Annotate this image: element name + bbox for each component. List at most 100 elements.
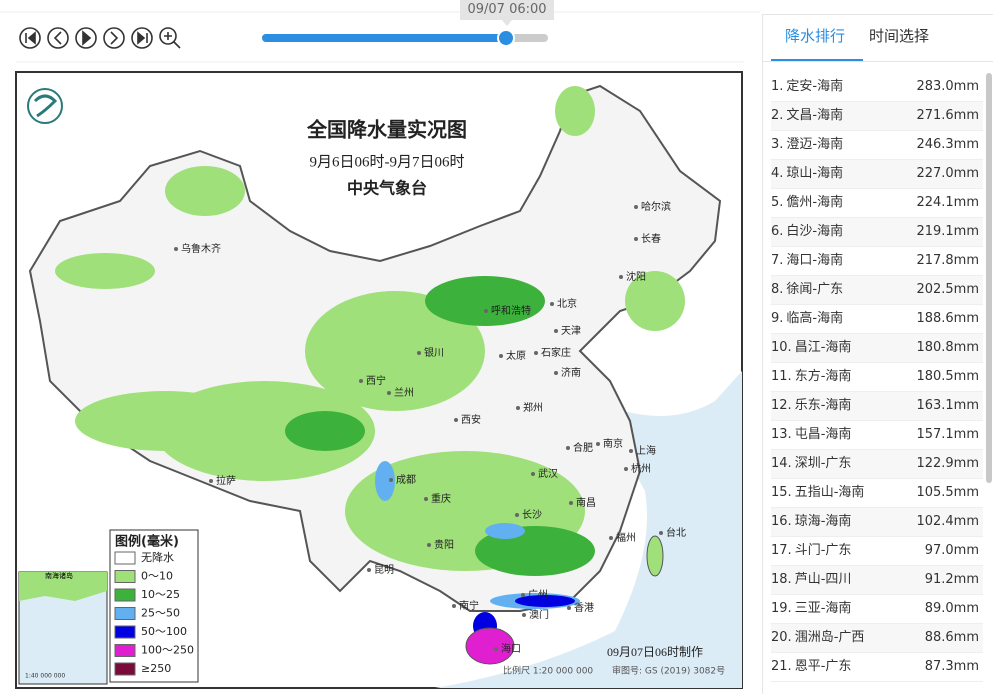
city-dot	[522, 613, 526, 617]
city-label: 西宁	[366, 374, 386, 387]
city-label: 长春	[641, 233, 661, 245]
amount: 88.6mm	[924, 630, 979, 645]
ranking-row[interactable]: 19. 三亚-海南 89.0mm	[771, 595, 983, 624]
ranking-row[interactable]: 8. 徐闻-广东 202.5mm	[771, 276, 983, 305]
city-label: 西安	[461, 413, 481, 426]
city-dot	[629, 449, 633, 453]
ranking-row[interactable]: 17. 斗门-广东 97.0mm	[771, 537, 983, 566]
zoom-button[interactable]	[159, 27, 181, 49]
city-label: 重庆	[431, 492, 451, 505]
map-title: 全国降水量实况图	[306, 118, 467, 142]
station: 深圳-广东	[794, 456, 852, 471]
ranking-row[interactable]: 16. 琼海-海南 102.4mm	[771, 508, 983, 537]
map-period: 9月6日06时-9月7日06时	[310, 153, 465, 170]
rank: 3.	[771, 137, 784, 152]
ranking-row[interactable]: 21. 恩平-广东 87.3mm	[771, 653, 983, 682]
city-dot	[454, 418, 458, 422]
city-label: 兰州	[394, 386, 414, 399]
amount: 97.0mm	[924, 543, 979, 558]
ranking-row[interactable]: 11. 东方-海南 180.5mm	[771, 363, 983, 392]
legend-swatch	[114, 662, 136, 676]
ranking-row[interactable]: 14. 深圳-广东 122.9mm	[771, 450, 983, 479]
station: 琼山-海南	[786, 166, 844, 181]
rank: 7.	[771, 253, 784, 268]
amount: 163.1mm	[916, 398, 979, 413]
ranking-row[interactable]: 7. 海口-海南 217.8mm	[771, 247, 983, 276]
divider	[763, 61, 993, 62]
station: 五指山-海南	[794, 485, 865, 500]
city-dot	[427, 543, 431, 547]
ranking-row[interactable]: 5. 儋州-海南 224.1mm	[771, 189, 983, 218]
city-dot	[387, 391, 391, 395]
city-label: 天津	[561, 325, 581, 337]
rank: 5.	[771, 195, 784, 210]
amount: 271.6mm	[916, 108, 979, 123]
amount: 219.1mm	[916, 224, 979, 239]
city-dot	[596, 442, 600, 446]
ranking-row[interactable]: 1. 定安-海南 283.0mm	[771, 73, 983, 102]
city-label: 北京	[557, 297, 577, 310]
rank: 13.	[771, 427, 792, 442]
ranking-row[interactable]: 6. 白沙-海南 219.1mm	[771, 218, 983, 247]
ranking-row[interactable]: 10. 昌江-海南 180.8mm	[771, 334, 983, 363]
city-dot	[634, 237, 638, 241]
ranking-row[interactable]: 15. 五指山-海南 105.5mm	[771, 479, 983, 508]
scrollbar[interactable]	[986, 73, 992, 483]
taiwan	[646, 535, 664, 577]
ranking-row[interactable]: 13. 屯昌-海南 157.1mm	[771, 421, 983, 450]
prev-button[interactable]	[47, 27, 69, 49]
amount: 89.0mm	[924, 601, 979, 616]
tab[interactable]: 时间选择	[869, 27, 930, 45]
last-button[interactable]	[131, 27, 153, 49]
play-button[interactable]	[75, 27, 97, 49]
station: 徐闻-广东	[786, 282, 844, 297]
city-dot	[499, 354, 503, 358]
rank: 9.	[771, 311, 784, 326]
tab[interactable]: 降水排行	[785, 27, 846, 45]
city-label: 福州	[616, 531, 636, 544]
city-label: 台北	[666, 526, 686, 539]
city-label: 昆明	[374, 564, 394, 576]
rank: 19.	[771, 601, 792, 616]
amount: 122.9mm	[916, 456, 979, 471]
ranking-row[interactable]: 9. 临高-海南 188.6mm	[771, 305, 983, 334]
sea	[435, 371, 742, 688]
rank: 4.	[771, 166, 784, 181]
ranking-row[interactable]: 2. 文昌-海南 271.6mm	[771, 102, 983, 131]
ranking-row[interactable]: 20. 涠洲岛-广西 88.6mm	[771, 624, 983, 653]
amount: 246.3mm	[916, 137, 979, 152]
station: 澄迈-海南	[786, 137, 844, 152]
legend-swatch	[114, 551, 136, 565]
city-dot	[494, 647, 498, 651]
ranking-row[interactable]: 3. 澄迈-海南 246.3mm	[771, 131, 983, 160]
station: 琼海-海南	[794, 514, 852, 529]
city-dot	[209, 479, 213, 483]
city-dot	[619, 275, 623, 279]
city-label: 南京	[603, 437, 623, 450]
city-label: 沈阳	[626, 270, 646, 283]
ranking-row[interactable]: 12. 乐东-海南 163.1mm	[771, 392, 983, 421]
precip-moderate	[285, 276, 595, 576]
slider-handle[interactable]	[497, 29, 515, 47]
city-label: 济南	[561, 366, 581, 379]
city-dot	[659, 531, 663, 535]
ranking-row[interactable]: 18. 芦山-四川 91.2mm	[771, 566, 983, 595]
legend-swatch	[114, 644, 136, 657]
city-dot	[359, 379, 363, 383]
ranking-row[interactable]: 4. 琼山-海南 227.0mm	[771, 160, 983, 189]
city-dot	[554, 371, 558, 375]
tab-underline	[771, 59, 863, 61]
city-dot	[609, 536, 613, 540]
toolbar	[0, 11, 760, 63]
city-label: 石家庄	[541, 346, 571, 359]
hainan	[465, 627, 515, 665]
legend-label: 100～250	[141, 644, 194, 657]
next-button[interactable]	[103, 27, 125, 49]
amount: 202.5mm	[916, 282, 979, 297]
amount: 227.0mm	[916, 166, 979, 181]
city-dot	[569, 501, 573, 505]
first-button[interactable]	[19, 27, 41, 49]
city-label: 南宁	[459, 599, 479, 612]
station: 临高-海南	[786, 311, 844, 326]
